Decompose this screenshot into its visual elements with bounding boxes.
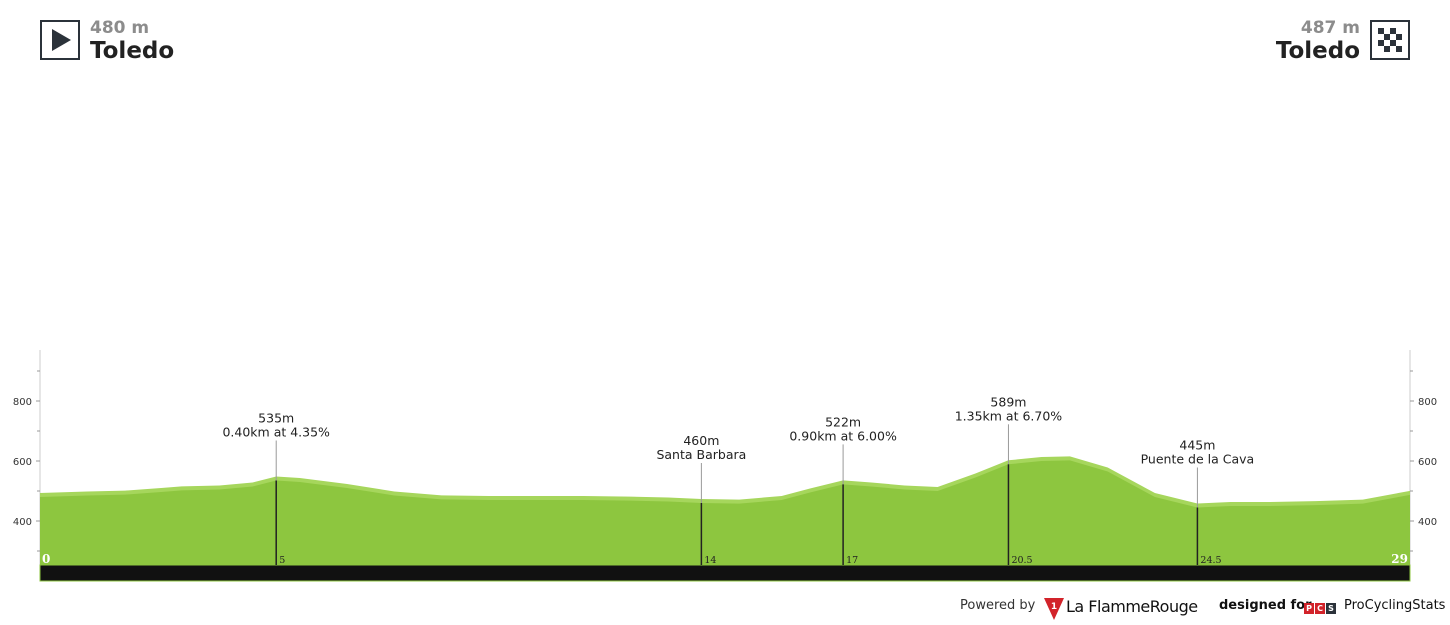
distance-label-2: 14 — [704, 555, 716, 566]
distance-label-1: 5 — [279, 555, 285, 566]
annotation-elevation-1: 460m — [683, 433, 719, 448]
distance-label-3: 17 — [846, 555, 858, 566]
annotation-elevation-4: 445m — [1179, 438, 1215, 453]
pcs-letter-s: S — [1326, 603, 1336, 614]
svg-text:1: 1 — [1051, 602, 1057, 612]
pcs-logo-icon: P C S — [1304, 603, 1336, 614]
annotation-elevation-2: 522m — [825, 414, 861, 429]
annotation-detail-2: 0.90km at 6.00% — [789, 428, 897, 443]
distance-label-0: 0 — [42, 552, 50, 566]
annotation-detail-0: 0.40km at 4.35% — [222, 425, 330, 440]
pcs-letter-c: C — [1315, 603, 1325, 614]
y-tick-label-right-0: 400 — [1418, 517, 1437, 528]
start-header: 480 m Toledo — [90, 18, 174, 64]
distance-label-6: 29 — [1391, 552, 1408, 566]
start-flag-icon — [40, 20, 80, 60]
profile-base-border — [39, 564, 1411, 582]
start-name: Toledo — [90, 38, 175, 64]
finish-name: Toledo — [1275, 38, 1360, 64]
profile-area — [40, 460, 1410, 565]
finish-elevation: 487 m — [1300, 18, 1360, 38]
distance-label-5: 24.5 — [1200, 555, 1221, 566]
y-tick-label-left-0: 400 — [13, 517, 32, 528]
annotation-detail-3: 1.35km at 6.70% — [955, 408, 1063, 423]
designed-for-label: designed for — [1219, 598, 1312, 613]
pcs-letter-p: P — [1304, 603, 1314, 614]
finish-header: 487 m Toledo — [1276, 18, 1360, 64]
y-tick-label-left-2: 800 — [13, 397, 32, 408]
y-tick-label-right-2: 800 — [1418, 397, 1437, 408]
y-tick-label-right-1: 600 — [1418, 457, 1437, 468]
profile-base-bar — [40, 565, 1410, 581]
start-elevation: 480 m — [90, 18, 150, 38]
annotation-detail-1: Santa Barbara — [656, 447, 746, 462]
la-flamme-rouge-brand[interactable]: La FlammeRouge — [1066, 597, 1198, 616]
annotation-elevation-0: 535m — [258, 411, 294, 426]
annotation-detail-4: Puente de la Cava — [1141, 452, 1255, 467]
la-flamme-rouge-logo-icon: 1 — [1044, 598, 1064, 620]
y-tick-label-left-1: 600 — [13, 457, 32, 468]
annotation-elevation-3: 589m — [990, 394, 1026, 409]
checkered-flag-icon — [1370, 20, 1410, 60]
distance-label-4: 20.5 — [1011, 555, 1032, 566]
procyclingstats-brand[interactable]: ProCyclingStats — [1344, 598, 1446, 613]
powered-by-label: Powered by — [960, 598, 1036, 613]
